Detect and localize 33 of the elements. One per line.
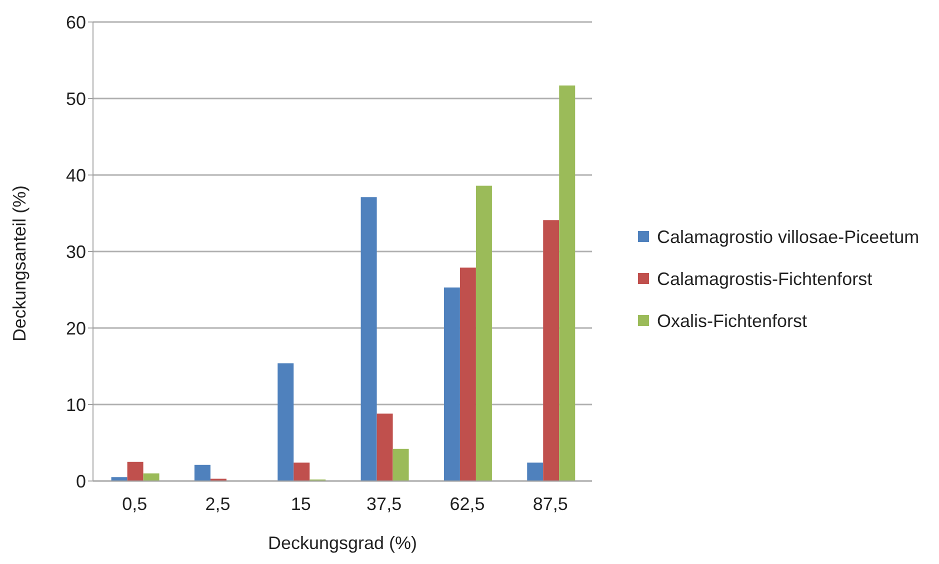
y-tick-label: 60 <box>66 12 86 32</box>
y-tick-label: 40 <box>66 165 86 186</box>
bar <box>559 85 576 481</box>
bar <box>543 220 560 481</box>
bar <box>127 462 144 481</box>
bar <box>392 448 409 481</box>
bar <box>376 414 393 481</box>
bar <box>527 462 544 481</box>
legend-label: Oxalis-Fichtenforst <box>657 310 808 332</box>
y-tick-label: 0 <box>76 471 86 492</box>
x-tick-label: 87,5 <box>532 494 568 514</box>
bar <box>294 462 310 481</box>
x-tick-label: 15 <box>290 494 311 514</box>
legend-label: Calamagrostio villosae-Piceetum <box>657 226 920 248</box>
bar <box>476 186 492 481</box>
y-tick-label: 30 <box>66 242 86 262</box>
bar <box>360 197 377 481</box>
y-axis-title: Deckungsanteil (%) <box>9 185 30 342</box>
x-axis-title: Deckungsgrad (%) <box>268 533 418 553</box>
bar <box>111 477 128 481</box>
y-tick-label: 50 <box>66 88 86 109</box>
bar <box>194 464 210 481</box>
x-tick-label: 2,5 <box>205 494 230 514</box>
x-tick-label: 0,5 <box>122 494 148 514</box>
y-tick-label: 20 <box>66 318 86 338</box>
legend-label: Calamagrostis-Fichtenforst <box>657 268 872 290</box>
x-tick-label: 37,5 <box>366 494 402 514</box>
bar <box>278 363 294 481</box>
bar <box>460 268 476 481</box>
y-tick-label: 10 <box>66 394 86 415</box>
x-tick-label: 62,5 <box>450 494 485 514</box>
bar <box>143 473 160 481</box>
bar <box>444 287 460 481</box>
